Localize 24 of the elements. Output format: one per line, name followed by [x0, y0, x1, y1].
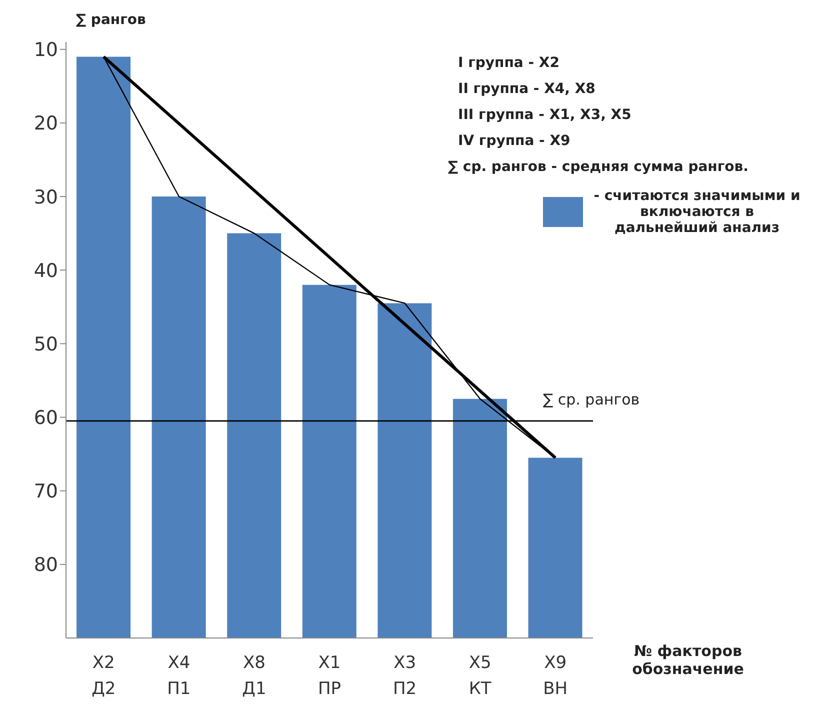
annotation: III группа - X1, X3, X5 [457, 106, 632, 125]
annotation: ∑ ср. рангов - средняя сумма рангов. [448, 158, 748, 177]
x-tick-label: X9 ВН [543, 653, 568, 699]
y-tick-label: 30 [34, 186, 58, 208]
x-tick-label: X8 Д1 [242, 653, 266, 699]
annotation: IV группа - X9 [457, 132, 572, 151]
legend-label: - считаются значимыми и включаются в дальнейший анализ [592, 188, 802, 236]
x-tick-label: X3 П2 [392, 653, 417, 699]
y-tick-label: 20 [34, 112, 58, 135]
x-tick-label: X4 П1 [167, 653, 191, 699]
annotation: I группа - X2 [457, 54, 560, 73]
ref-line-label: ∑ ср. рангов [543, 390, 640, 408]
x-tick-label: X5 КТ [468, 653, 492, 699]
y-tick-label: 70 [34, 480, 58, 503]
x-tick-label: X2 Д2 [92, 653, 116, 699]
y-tick-label: 80 [34, 554, 58, 576]
y-tick-label: 40 [34, 260, 58, 282]
y-tick-label: 50 [34, 333, 58, 356]
x-tick-label: X1 ПР [318, 653, 342, 699]
y-tick-label: 10 [34, 39, 58, 62]
y-axis-title: ∑ рангов [76, 12, 146, 28]
x-axis-title: № факторов обозначение [631, 642, 745, 678]
annotation: II группа - X4, X8 [457, 80, 596, 99]
y-tick-label: 60 [34, 407, 58, 430]
